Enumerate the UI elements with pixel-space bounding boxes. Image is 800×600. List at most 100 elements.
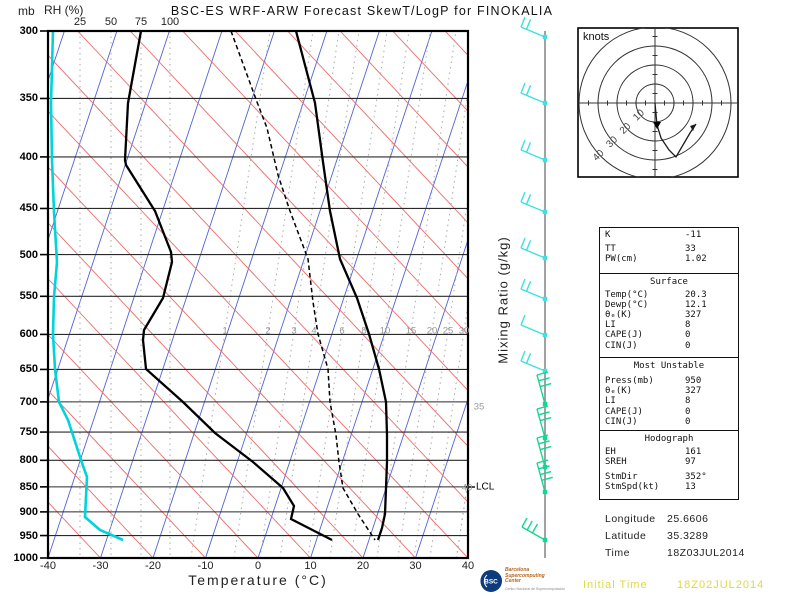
- table-row-value: 8: [685, 320, 691, 331]
- table-row-value: 327: [685, 386, 702, 397]
- table-row: StmDir 352°: [605, 472, 733, 482]
- table-row-label: K: [605, 230, 611, 240]
- table-row: StmSpd(kt) 13: [605, 482, 733, 492]
- table-row: TT 33: [605, 244, 733, 254]
- table-section-surface: Surface Temp(°C) 20.3 Dewp(°C) 12.1 θₑ(K) 327 L…: [600, 272, 738, 357]
- table-row-value: 327: [685, 310, 702, 321]
- temperature-tick-label: 10: [304, 560, 317, 572]
- mixing-ratio-tick-label: 3: [291, 325, 297, 337]
- geo-row: Latitude 35.3289: [605, 528, 745, 545]
- table-row-label: PW(cm): [605, 254, 638, 265]
- table-row: CAPE(J) 0: [605, 330, 733, 340]
- temperature-tick-label: -40: [40, 560, 56, 572]
- table-row: θₑ(K) 327: [605, 310, 733, 320]
- bsc-logo-subtitle: Centro Nacional de Supercomputación: [505, 586, 566, 591]
- bsc-logo-mark: BSC: [479, 570, 502, 592]
- table-row-value: 352°: [685, 471, 707, 482]
- pressure-tick-label: 600: [19, 328, 38, 341]
- temperature-tick-label: 0: [254, 560, 262, 572]
- table-row-label: CIN(J): [605, 340, 638, 351]
- table-row: LI 8: [605, 396, 733, 406]
- rh-tick-label: 25: [73, 16, 87, 28]
- table-section-hodograph: Hodograph EH 161 SREH 97 StmDir 352° StmSpd(kt)…: [600, 429, 738, 499]
- mixing-ratio-tick-label: 20: [426, 325, 438, 337]
- table-row-label: Dewp(°C): [605, 299, 649, 310]
- table-row: Dewp(°C) 12.1: [605, 300, 733, 310]
- sounding-indices-table: K -11 TT 33 PW(cm) 1.02 Surface Temp(°C) 20.3 Dew…: [599, 227, 739, 500]
- table-section-title: Hodograph: [644, 433, 694, 444]
- temperature-tick-label: -20: [145, 560, 161, 572]
- table-row-label: SREH: [605, 456, 627, 467]
- pressure-tick-label: 300: [19, 25, 38, 37]
- bsc-logo-circle: [480, 570, 502, 592]
- table-row-value: 161: [685, 446, 702, 457]
- table-row: EH 161: [605, 447, 733, 457]
- pressure-tick-label: 900: [19, 505, 38, 518]
- initial-time-label: Initial Time: [583, 579, 648, 591]
- table-row-value: -11: [685, 230, 702, 240]
- bsc-logo-text-line: Center: [505, 578, 521, 584]
- table-row: CIN(J) 0: [605, 341, 733, 351]
- mixing-ratio-tick-label: 15: [405, 325, 417, 337]
- table-row-label: θₑ(K): [605, 310, 633, 321]
- table-section-most-unstable: Most Unstable Press(mb) 950 θₑ(K) 327 LI 8 CAPE…: [600, 357, 738, 429]
- table-row-label: CIN(J): [605, 416, 638, 427]
- table-row: CAPE(J) 0: [605, 407, 733, 417]
- table-row-value: 8: [685, 396, 691, 407]
- pressure-tick-label: 1000: [13, 552, 38, 564]
- geo-row: Longitude 25.6606: [605, 511, 745, 528]
- table-row-value: 0: [685, 406, 691, 417]
- temperature-tick-label: -10: [197, 560, 214, 572]
- table-row: LI 8: [605, 320, 733, 330]
- pressure-unit-label: mb: [18, 4, 35, 18]
- table-section-title: Surface: [650, 276, 688, 287]
- table-section-indices: K -11 TT 33 PW(cm) 1.02: [600, 228, 738, 273]
- temperature-axis-label: Temperature (°C): [188, 572, 328, 588]
- table-row-label: θₑ(K): [605, 386, 633, 397]
- bsc-logo: BSC Barcelona Supercomputing Center Centro …: [478, 567, 608, 597]
- table-row: PW(cm) 1.02: [605, 254, 733, 264]
- table-row-value: 0: [685, 340, 691, 351]
- table-row-label: StmSpd(kt): [605, 482, 660, 493]
- table-row-label: LI: [605, 396, 616, 407]
- table-row-label: EH: [605, 446, 616, 457]
- mixing-ratio-tick-label: 8: [361, 325, 367, 337]
- mixing-ratio-tick-label: 10: [379, 325, 391, 337]
- geo-row-label: Latitude: [605, 530, 647, 542]
- pressure-tick-label: 800: [19, 454, 38, 467]
- geo-row-label: Longitude: [605, 513, 656, 525]
- pressure-tick-label: 750: [19, 426, 38, 439]
- pressure-tick-label: 850: [19, 480, 38, 493]
- table-row-value: 950: [685, 376, 702, 387]
- temperature-tick-label: 40: [461, 560, 475, 572]
- table-row-value: 97: [685, 456, 696, 467]
- table-row: K -11: [605, 230, 733, 240]
- mixing-ratio-tick-label: 1: [222, 325, 228, 337]
- geo-row-value: 25.6606: [667, 513, 709, 525]
- table-row-value: 1.02: [685, 254, 707, 265]
- geo-row: Time 18Z03JUL2014: [605, 545, 745, 562]
- rh-tick-label: 50: [104, 16, 118, 28]
- table-row-value: 12.1: [685, 299, 707, 310]
- table-row-label: Temp(°C): [605, 289, 649, 300]
- table-section-title: Most Unstable: [633, 361, 705, 372]
- bsc-logo-text-line: Barcelona: [505, 567, 530, 573]
- rh-axis-label: RH (%): [44, 3, 84, 17]
- temperature-tick-label: 20: [356, 560, 370, 572]
- table-row-label: CAPE(J): [605, 330, 643, 341]
- table-row: CIN(J) 0: [605, 417, 733, 427]
- pressure-tick-label: 550: [19, 290, 38, 303]
- mixing-ratio-tick-label: 25: [442, 325, 454, 337]
- pressure-tick-label: 450: [19, 202, 38, 215]
- mixing-ratio-tick-label: 6: [339, 325, 345, 337]
- table-row: Temp(°C) 20.3: [605, 290, 733, 300]
- pressure-tick-label: 350: [19, 92, 38, 105]
- pressure-tick-label: 950: [19, 529, 38, 542]
- mixing-ratio-axis-label: Mixing Ratio (g/kg): [495, 236, 511, 364]
- table-row-label: Press(mb): [605, 376, 654, 387]
- pressure-tick-label: 500: [19, 248, 38, 261]
- mixing-ratio-tick-label: 35: [473, 401, 485, 413]
- table-row-label: CAPE(J): [605, 406, 643, 417]
